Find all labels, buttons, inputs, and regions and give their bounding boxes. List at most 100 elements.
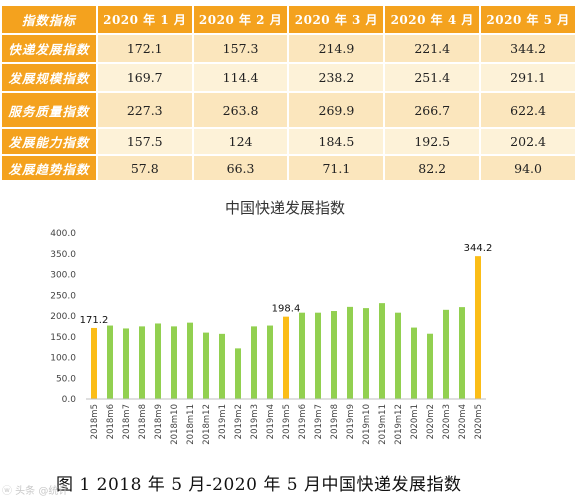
table-cell: 214.9 xyxy=(289,35,384,62)
table-cell: 94.0 xyxy=(481,156,575,180)
bar xyxy=(427,333,433,399)
x-tick-label: 2018m9 xyxy=(154,404,164,439)
bar xyxy=(379,303,385,399)
table-cell: 157.3 xyxy=(193,35,288,62)
bar xyxy=(459,307,465,399)
x-tick-label: 2019m10 xyxy=(362,404,372,445)
y-tick-label: 400.0 xyxy=(50,229,76,239)
row-header: 快递发展指数 xyxy=(2,35,96,62)
x-tick-label: 2019m3 xyxy=(250,404,260,439)
bar xyxy=(331,311,337,399)
y-tick-label: 350.0 xyxy=(50,250,76,260)
y-axis: 0.0 50.0 100.0 150.0 200.0 250.0 300.0 350.0 400… xyxy=(50,229,76,405)
y-tick-label: 100.0 xyxy=(50,354,76,364)
table-cell: 344.2 xyxy=(481,35,575,62)
bar xyxy=(363,308,369,399)
column-header: 2020 年 4 月 xyxy=(385,6,480,33)
row-header: 服务质量指数 xyxy=(2,93,96,127)
table-cell: 184.5 xyxy=(289,129,384,154)
bar-highlight xyxy=(283,316,289,399)
table-cell: 172.1 xyxy=(97,35,192,62)
table-cell: 291.1 xyxy=(481,64,575,91)
x-tick-label: 2018m6 xyxy=(106,404,116,439)
data-label: 171.2 xyxy=(80,315,109,326)
y-tick-label: 150.0 xyxy=(50,333,76,343)
watermark: ⓦ 头条 @统计 xyxy=(2,486,69,497)
express-index-bar-chart: 中国快递发展指数 0.0 50.0 100.0 150.0 200.0 250.0 300.… xyxy=(50,199,493,445)
x-tick-label: 2019m6 xyxy=(298,404,308,439)
x-tick-label: 2018m7 xyxy=(122,404,132,439)
bar xyxy=(267,325,273,399)
chart-title: 中国快递发展指数 xyxy=(225,199,345,217)
table-cell: 251.4 xyxy=(385,64,480,91)
x-tick-label: 2019m12 xyxy=(394,404,404,445)
x-tick-label: 2019m4 xyxy=(266,404,276,439)
bar xyxy=(219,333,225,399)
table-cell: 266.7 xyxy=(385,93,480,127)
bar xyxy=(251,326,257,399)
row-header: 发展能力指数 xyxy=(2,129,96,154)
table-cell: 66.3 xyxy=(193,156,288,180)
x-tick-label: 2019m11 xyxy=(378,404,388,445)
bar-highlight xyxy=(475,256,481,399)
y-tick-label: 300.0 xyxy=(50,271,76,281)
x-tick-label: 2020m3 xyxy=(442,404,452,439)
x-tick-label: 2019m7 xyxy=(314,404,324,439)
y-tick-label: 50.0 xyxy=(56,374,76,384)
table-row: 发展趋势指数 57.8 66.3 71.1 82.2 94.0 xyxy=(2,156,575,180)
x-tick-label: 2018m12 xyxy=(202,404,212,445)
bar xyxy=(171,326,177,399)
bar xyxy=(235,348,241,399)
x-tick-label: 2018m5 xyxy=(90,404,100,439)
bar xyxy=(139,326,145,399)
x-tick-label: 2018m8 xyxy=(138,404,148,439)
bar xyxy=(315,312,321,399)
x-tick-label: 2020m2 xyxy=(426,404,436,439)
bar xyxy=(123,328,129,399)
table-cell: 57.8 xyxy=(97,156,192,180)
x-tick-label: 2020m4 xyxy=(458,404,468,439)
table-header-row: 指数指标 2020 年 1 月 2020 年 2 月 2020 年 3 月 20… xyxy=(2,6,575,33)
table-row: 发展能力指数 157.5 124 184.5 192.5 202.4 xyxy=(2,129,575,154)
column-header: 2020 年 5 月 xyxy=(481,6,575,33)
x-tick-label: 2019m5 xyxy=(282,404,292,439)
x-tick-label: 2018m10 xyxy=(170,404,180,445)
x-tick-label: 2019m1 xyxy=(218,404,228,439)
index-table: 指数指标 2020 年 1 月 2020 年 2 月 2020 年 3 月 20… xyxy=(0,4,577,182)
table-row: 服务质量指数 227.3 263.8 269.9 266.7 622.4 xyxy=(2,93,575,127)
table-cell: 622.4 xyxy=(481,93,575,127)
table-cell: 221.4 xyxy=(385,35,480,62)
table-cell: 71.1 xyxy=(289,156,384,180)
table-cell: 202.4 xyxy=(481,129,575,154)
x-tick-label: 2019m8 xyxy=(330,404,340,439)
table-cell: 238.2 xyxy=(289,64,384,91)
table-cell: 227.3 xyxy=(97,93,192,127)
column-header: 2020 年 2 月 xyxy=(193,6,288,33)
table-cell: 114.4 xyxy=(193,64,288,91)
bar-highlight xyxy=(91,327,97,399)
y-tick-label: 250.0 xyxy=(50,291,76,301)
bar xyxy=(347,306,353,399)
table-cell: 157.5 xyxy=(97,129,192,154)
bar xyxy=(187,322,193,399)
bar-series xyxy=(91,256,481,399)
table-cell: 169.7 xyxy=(97,64,192,91)
bar xyxy=(443,309,449,399)
bar xyxy=(299,312,305,399)
bar xyxy=(203,332,209,399)
figure-caption: 图 1 2018 年 5 月-2020 年 5 月中国快递发展指数 xyxy=(56,475,462,495)
y-tick-label: 200.0 xyxy=(50,312,76,322)
data-labels: 171.2 198.4 344.2 xyxy=(80,243,493,326)
bar xyxy=(107,325,113,399)
bar xyxy=(155,323,161,399)
bar xyxy=(411,327,417,399)
x-tick-label: 2020m1 xyxy=(410,404,420,439)
x-tick-label: 2018m11 xyxy=(186,404,196,445)
bar xyxy=(395,312,401,399)
column-header: 2020 年 3 月 xyxy=(289,6,384,33)
x-tick-label: 2019m9 xyxy=(346,404,356,439)
column-header: 2020 年 1 月 xyxy=(97,6,192,33)
row-header: 发展趋势指数 xyxy=(2,156,96,180)
data-label: 344.2 xyxy=(464,243,493,254)
x-tick-label: 2020m5 xyxy=(474,404,484,439)
